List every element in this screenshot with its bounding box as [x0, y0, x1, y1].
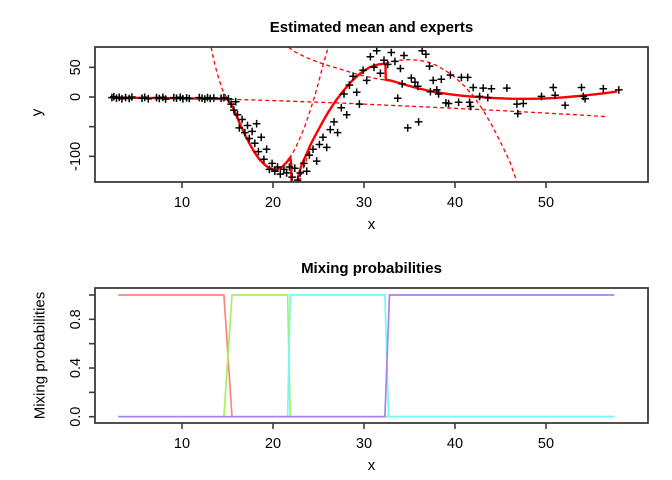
panel2-series	[118, 294, 615, 418]
x-tick-label: 30	[356, 436, 372, 452]
y-tick-label: -100	[68, 142, 84, 171]
expert-2-curve	[210, 47, 330, 171]
panel2-y-axis-label: Mixing probabilities	[31, 291, 49, 420]
panel2-x-axis-label: x	[367, 457, 376, 474]
expert-4-probability	[118, 294, 615, 418]
expert-4-curve	[288, 47, 618, 100]
estimated-mean	[118, 62, 618, 182]
expert-1-curve	[118, 96, 606, 118]
x-tick-label: 40	[447, 436, 463, 452]
x-tick-label: 50	[538, 436, 554, 452]
x-tick-label: 40	[447, 195, 463, 211]
panel2-frame	[94, 287, 649, 424]
panel1-x-axis-label: x	[367, 216, 376, 233]
x-tick-label: 20	[265, 195, 281, 211]
scatter-points	[108, 47, 623, 182]
x-tick-label: 10	[174, 436, 190, 452]
expert-2-probability	[118, 294, 615, 418]
y-tick-label: 0.4	[68, 358, 84, 378]
panel1-series	[108, 47, 623, 182]
x-tick-label: 30	[356, 195, 372, 211]
panel2-title: Mixing probabilities	[301, 260, 442, 277]
expert-3-probability	[118, 294, 615, 418]
panel1-title: Estimated mean and experts	[269, 19, 474, 36]
expert-1-probability	[118, 294, 615, 418]
panel1-y-axis-label: y	[28, 108, 46, 117]
y-tick-label: 50	[68, 59, 84, 75]
y-tick-label: 0	[68, 93, 84, 101]
x-tick-label: 10	[174, 195, 190, 211]
y-tick-label: 0.8	[68, 309, 84, 329]
y-tick-label: 0.0	[68, 407, 84, 427]
x-tick-label: 20	[265, 436, 281, 452]
panel1-frame	[94, 46, 649, 183]
x-tick-label: 50	[538, 195, 554, 211]
